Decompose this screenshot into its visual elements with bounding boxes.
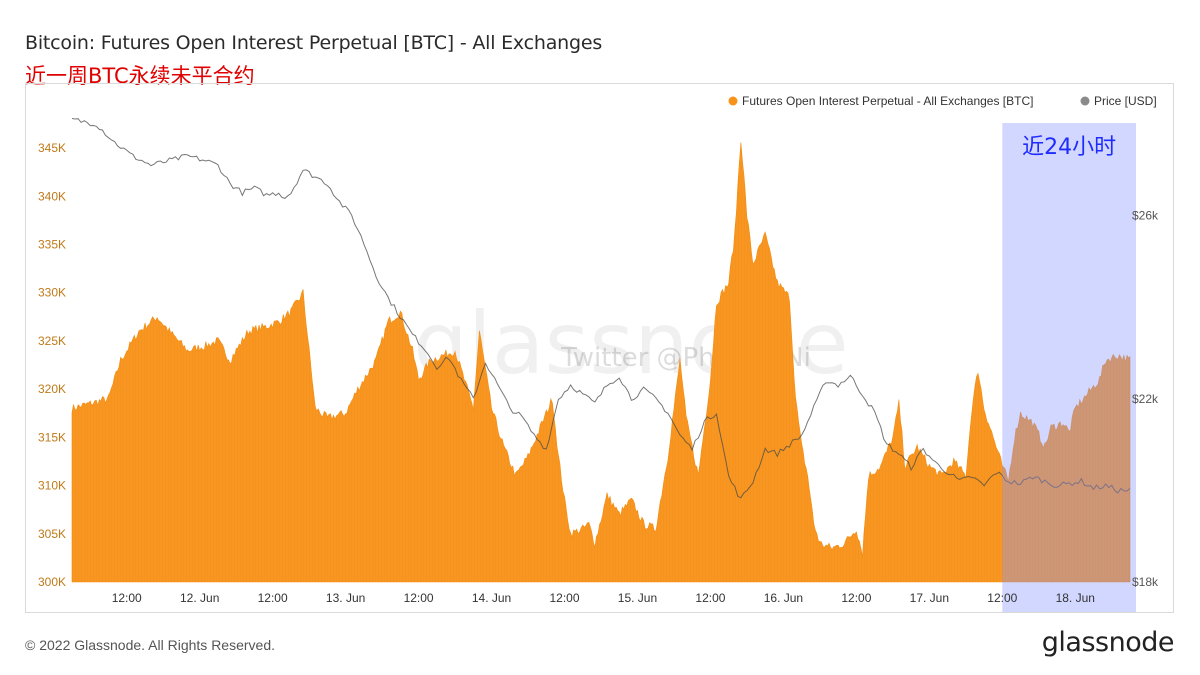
x-tick-label: 13. Jun (326, 591, 365, 605)
footer-logo[interactable]: glassnode (1041, 627, 1175, 658)
x-tick-label: 12:00 (987, 591, 1017, 605)
y-left-tick-label: 305K (38, 527, 66, 541)
x-tick-label: 14. Jun (472, 591, 511, 605)
y-left-tick-label: 315K (38, 430, 66, 444)
chart-subtitle-annotation: 近一周BTC永续未平合约 (25, 64, 255, 88)
y-right-tick-label: $22k (1132, 392, 1159, 406)
x-tick-label: 18. Jun (1056, 591, 1095, 605)
y-left-tick-label: 335K (38, 238, 66, 252)
legend-price-marker (1080, 96, 1090, 106)
y-left-tick-label: 310K (38, 479, 66, 493)
x-tick-label: 15. Jun (618, 591, 657, 605)
legend-oi-label: Futures Open Interest Perpetual - All Ex… (742, 94, 1033, 108)
footer-copyright: © 2022 Glassnode. All Rights Reserved. (25, 637, 276, 653)
x-tick-label: 12:00 (112, 591, 142, 605)
legend-oi-marker (728, 96, 738, 106)
x-tick-label: 12:00 (258, 591, 288, 605)
last-24h-highlight (1002, 123, 1136, 612)
y-left-tick-label: 340K (38, 189, 66, 203)
chart-area: glassnode Twitter @Phyrex_Ni 近24小时 300K3… (38, 94, 1159, 612)
y-left-tick-label: 345K (38, 141, 66, 155)
y-right-tick-label: $26k (1132, 209, 1159, 223)
x-tick-label: 16. Jun (764, 591, 803, 605)
x-tick-label: 12:00 (841, 591, 871, 605)
y-left-tick-label: 320K (38, 382, 66, 396)
oi-area-series (71, 142, 1131, 583)
chart-panel: glassnode Twitter @Phyrex_Ni 近24小时 300K 3… (25, 83, 1174, 613)
legend-price-label: Price [USD] (1094, 94, 1157, 108)
x-tick-label: 12:00 (404, 591, 434, 605)
y-right-tick-label: $18k (1132, 575, 1159, 589)
x-tick-label: 17. Jun (910, 591, 949, 605)
x-tick-label: 12:00 (550, 591, 580, 605)
price-line-series (71, 118, 1131, 499)
x-tick-label: 12:00 (695, 591, 725, 605)
chart-title: Bitcoin: Futures Open Interest Perpetual… (25, 32, 603, 54)
y-left-tick-label: 330K (38, 286, 66, 300)
last-24h-label: 近24小时 (1022, 135, 1116, 160)
x-tick-label: 12. Jun (180, 591, 219, 605)
y-left-tick-label: 300K (38, 575, 66, 589)
y-left-tick-label: 325K (38, 334, 66, 348)
